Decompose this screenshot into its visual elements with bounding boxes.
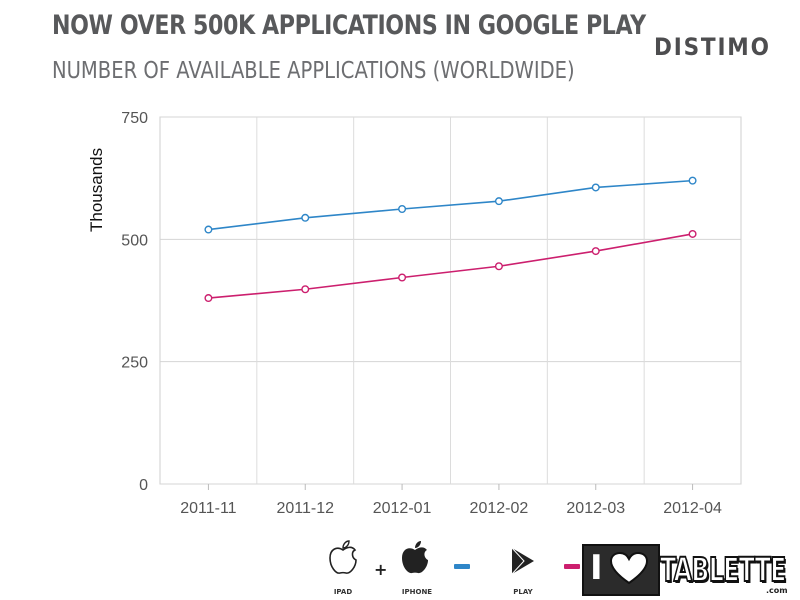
x-tick-label: 2012-03	[566, 500, 625, 517]
data-point	[398, 204, 407, 213]
x-tick-label: 2012-02	[470, 500, 529, 517]
legend-iphone-label: IPHONE	[401, 588, 433, 596]
series-layer	[204, 176, 697, 303]
x-tick-label: 2011-12	[276, 500, 334, 517]
data-point	[688, 229, 697, 238]
data-point	[591, 247, 600, 256]
series-line	[208, 179, 693, 231]
chart-subtitle: NUMBER OF AVAILABLE APPLICATIONS (WORLDW…	[52, 58, 575, 84]
legend-apple-swatch	[454, 564, 470, 569]
legend-play-label: PLAY	[513, 588, 533, 596]
heart-icon	[609, 551, 649, 586]
chart-grid	[159, 116, 742, 485]
y-tick-label: 0	[139, 477, 148, 494]
watermark-text: TABLETTE	[659, 549, 787, 590]
google-play-icon	[510, 546, 536, 581]
data-point	[398, 273, 407, 282]
y-axis-label: Thousands	[87, 148, 106, 232]
y-tick-label: 750	[121, 110, 148, 127]
data-point	[591, 183, 600, 192]
x-tick-label: 2012-01	[373, 500, 432, 517]
legend-ipad-label: IPAD	[333, 588, 353, 596]
chart-title: NOW OVER 500K APPLICATIONS IN GOOGLE PLA…	[52, 10, 646, 41]
tablette-watermark: I TABLETTE .com	[582, 544, 798, 596]
legend-plus: +	[374, 560, 388, 579]
data-point	[204, 294, 213, 303]
legend: IPAD + IPHONE PLAY	[320, 538, 800, 600]
series-line	[208, 233, 693, 299]
x-tick-label: 2011-11	[180, 500, 236, 517]
series-play	[204, 229, 697, 303]
watermark-letter: I	[590, 548, 603, 588]
x-tick-label: 2012-04	[663, 500, 722, 517]
distimo-logo: DISTIMO	[654, 33, 771, 61]
y-axis: 0 250 500 750	[121, 110, 148, 494]
series-apple	[204, 176, 697, 234]
data-point	[301, 285, 310, 294]
legend-play-swatch	[564, 564, 580, 569]
data-point	[494, 197, 503, 206]
data-point	[204, 225, 213, 234]
data-point	[301, 213, 310, 222]
apple-outline-icon	[328, 540, 358, 581]
y-tick-label: 500	[121, 232, 148, 249]
x-axis: 2011-11 2011-12 2012-01 2012-02 2012-03 2012-…	[180, 484, 722, 517]
watermark-suffix: .com	[766, 586, 788, 595]
data-point	[494, 262, 503, 271]
data-point	[688, 176, 697, 185]
apple-solid-icon	[400, 540, 430, 581]
y-tick-label: 250	[121, 355, 148, 372]
